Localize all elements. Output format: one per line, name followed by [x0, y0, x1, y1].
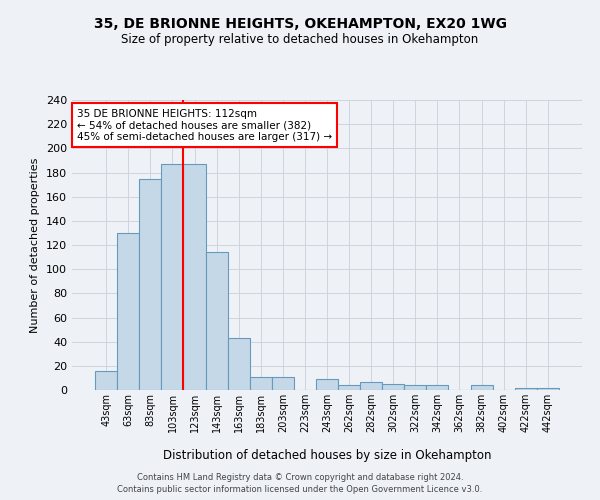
Bar [139, 178, 161, 390]
Y-axis label: Number of detached properties: Number of detached properties [31, 158, 40, 332]
Text: 35 DE BRIONNE HEIGHTS: 112sqm
← 54% of detached houses are smaller (382)
45% of : 35 DE BRIONNE HEIGHTS: 112sqm ← 54% of d… [77, 108, 332, 142]
Text: Distribution of detached houses by size in Okehampton: Distribution of detached houses by size … [163, 448, 491, 462]
Bar [95, 370, 117, 390]
Text: Size of property relative to detached houses in Okehampton: Size of property relative to detached ho… [121, 32, 479, 46]
Bar [470, 385, 493, 390]
Text: Contains public sector information licensed under the Open Government Licence v3: Contains public sector information licen… [118, 484, 482, 494]
Bar [316, 379, 338, 390]
Bar [360, 382, 382, 390]
Bar [161, 164, 184, 390]
Bar [537, 388, 559, 390]
Text: 35, DE BRIONNE HEIGHTS, OKEHAMPTON, EX20 1WG: 35, DE BRIONNE HEIGHTS, OKEHAMPTON, EX20… [94, 18, 506, 32]
Bar [338, 385, 360, 390]
Text: Contains HM Land Registry data © Crown copyright and database right 2024.: Contains HM Land Registry data © Crown c… [137, 473, 463, 482]
Bar [206, 252, 227, 390]
Bar [427, 385, 448, 390]
Bar [227, 338, 250, 390]
Bar [117, 233, 139, 390]
Bar [382, 384, 404, 390]
Bar [184, 164, 206, 390]
Bar [515, 388, 537, 390]
Bar [250, 376, 272, 390]
Bar [272, 376, 294, 390]
Bar [404, 385, 427, 390]
